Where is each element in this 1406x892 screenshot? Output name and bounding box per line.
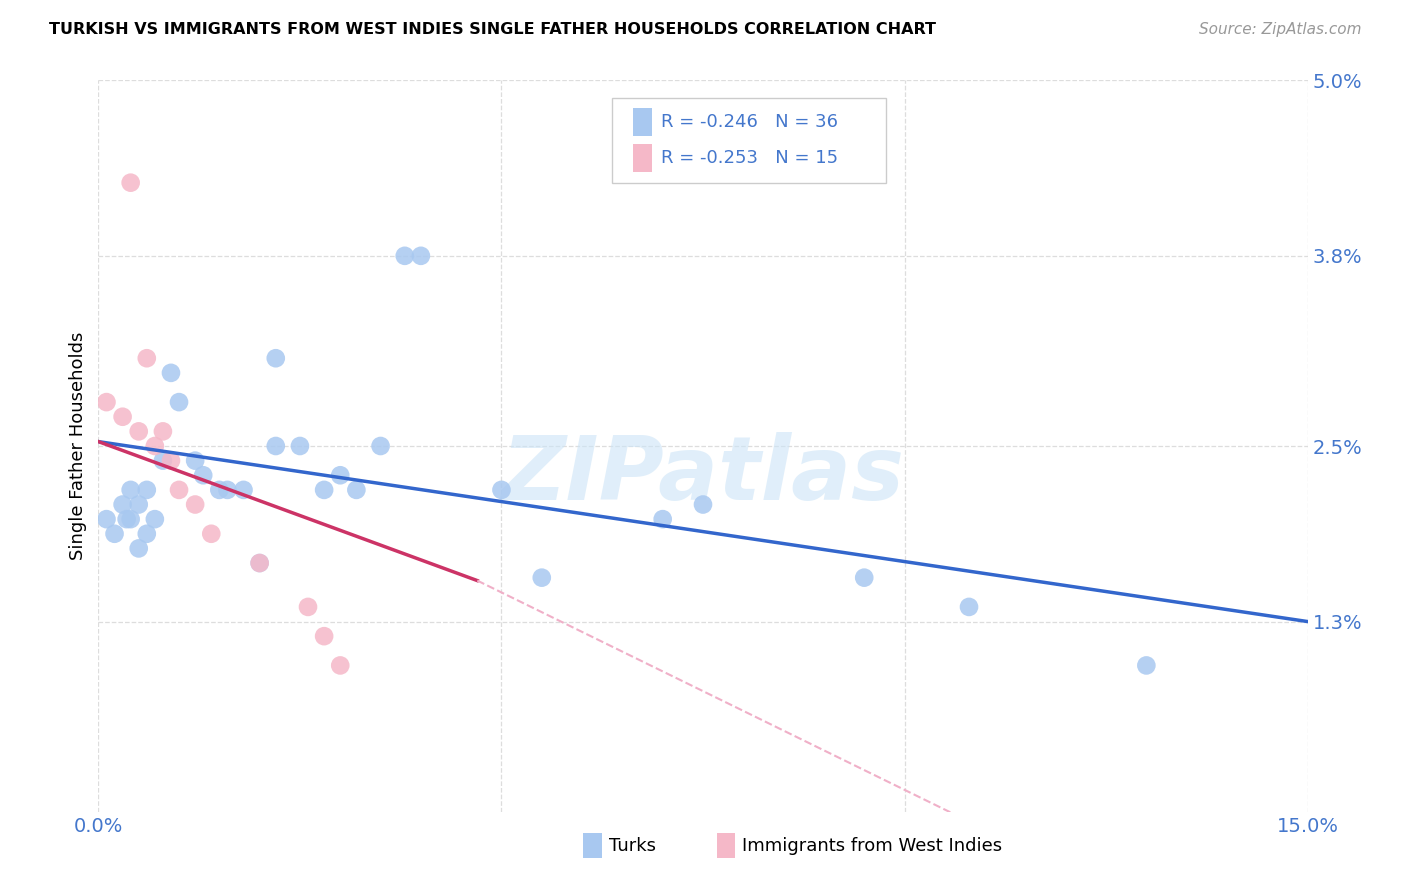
Point xyxy=(193,468,215,483)
Point xyxy=(314,483,336,497)
Text: Immigrants from West Indies: Immigrants from West Indies xyxy=(742,837,1002,855)
Point xyxy=(217,483,239,497)
Point xyxy=(128,425,150,439)
Text: ZIPatlas: ZIPatlas xyxy=(502,432,904,519)
Point xyxy=(184,453,207,467)
Point xyxy=(128,498,150,512)
Point xyxy=(491,483,513,497)
Point xyxy=(143,439,166,453)
Point xyxy=(135,526,157,541)
Point xyxy=(329,658,352,673)
Y-axis label: Single Father Households: Single Father Households xyxy=(69,332,87,560)
Point xyxy=(853,571,876,585)
Point xyxy=(120,176,142,190)
Point xyxy=(249,556,271,570)
Point xyxy=(115,512,138,526)
Point xyxy=(135,351,157,366)
Point xyxy=(249,556,271,570)
Point xyxy=(692,498,714,512)
Point xyxy=(143,512,166,526)
Point xyxy=(314,629,336,643)
Text: TURKISH VS IMMIGRANTS FROM WEST INDIES SINGLE FATHER HOUSEHOLDS CORRELATION CHAR: TURKISH VS IMMIGRANTS FROM WEST INDIES S… xyxy=(49,22,936,37)
Point xyxy=(111,498,134,512)
Point xyxy=(264,439,287,453)
Point xyxy=(160,366,183,380)
Point xyxy=(370,439,392,453)
Point xyxy=(530,571,553,585)
Point xyxy=(344,483,367,497)
Text: R = -0.246   N = 36: R = -0.246 N = 36 xyxy=(661,113,838,131)
Point xyxy=(329,468,352,483)
Point xyxy=(184,498,207,512)
Point xyxy=(120,512,142,526)
Point xyxy=(288,439,311,453)
Point xyxy=(264,351,287,366)
Point xyxy=(167,395,190,409)
Point xyxy=(651,512,673,526)
Point xyxy=(200,526,222,541)
Point xyxy=(409,249,432,263)
Point xyxy=(135,483,157,497)
Text: Source: ZipAtlas.com: Source: ZipAtlas.com xyxy=(1198,22,1361,37)
Text: Turks: Turks xyxy=(609,837,655,855)
Text: R = -0.253   N = 15: R = -0.253 N = 15 xyxy=(661,149,838,167)
Point xyxy=(103,526,125,541)
Point xyxy=(394,249,416,263)
Point xyxy=(957,599,980,614)
Point xyxy=(232,483,254,497)
Point xyxy=(160,453,183,467)
Point xyxy=(167,483,190,497)
Point xyxy=(1135,658,1157,673)
Point xyxy=(111,409,134,424)
Point xyxy=(96,395,118,409)
Point xyxy=(297,599,319,614)
Point xyxy=(208,483,231,497)
Point xyxy=(96,512,118,526)
Point xyxy=(152,453,174,467)
Point xyxy=(152,425,174,439)
Point xyxy=(128,541,150,556)
Point xyxy=(120,483,142,497)
